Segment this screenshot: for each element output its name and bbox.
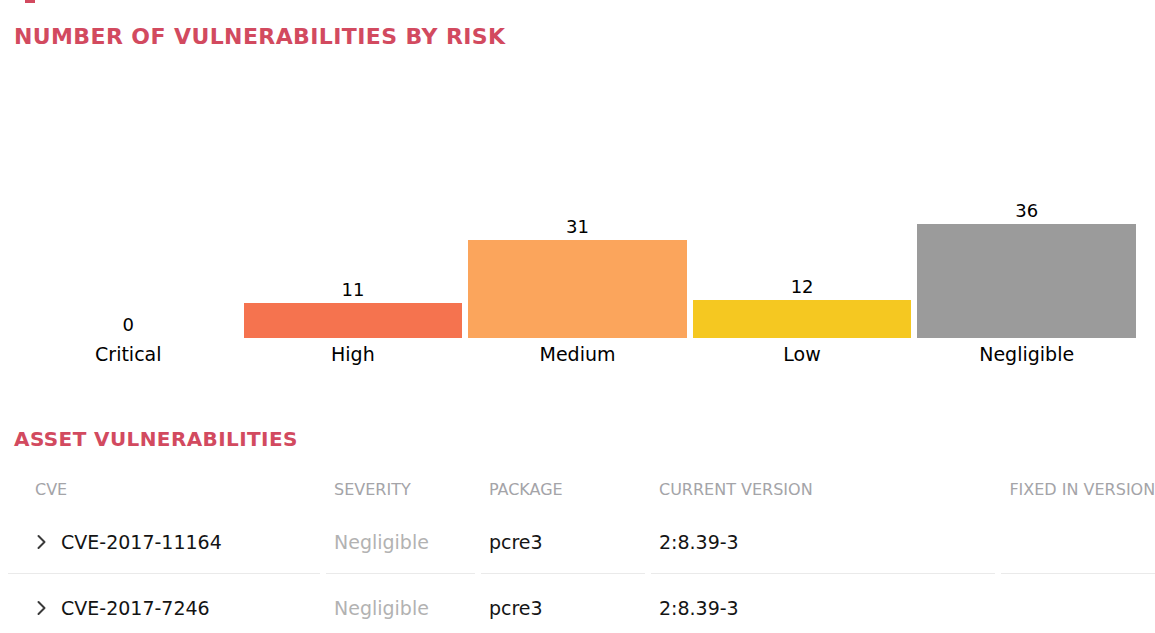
risk-bar-chart: 0 Critical 11 High 31 Medium 12 Lo <box>16 90 1139 370</box>
bar-group-low: 12 Low <box>690 90 915 370</box>
column-header-current-version: CURRENT VERSION <box>651 472 995 508</box>
bar-category-label: High <box>331 343 375 366</box>
table-row[interactable]: CVE-2017-11164 Negligible pcre3 2:8.39-3 <box>8 508 1155 574</box>
asset-vulnerabilities-table: CVE SEVERITY PACKAGE CURRENT VERSION FIX… <box>2 472 1155 633</box>
bar-low[interactable] <box>693 300 912 338</box>
fixed-in-version-value <box>1001 574 1155 633</box>
bar-high[interactable] <box>244 303 463 338</box>
chevron-right-icon[interactable] <box>36 599 47 615</box>
bar-category-label: Critical <box>95 343 161 366</box>
fixed-in-version-value <box>1001 508 1155 574</box>
chevron-right-icon[interactable] <box>36 533 47 549</box>
cve-id[interactable]: CVE-2017-7246 <box>61 597 210 619</box>
bar-value-label: 36 <box>1015 200 1038 222</box>
cve-id[interactable]: CVE-2017-11164 <box>61 531 222 553</box>
bar-group-critical: 0 Critical <box>16 90 241 370</box>
bar-category-label: Negligible <box>979 343 1074 366</box>
bar-category-label: Medium <box>539 343 615 366</box>
column-header-cve: CVE <box>8 472 320 508</box>
column-header-package: PACKAGE <box>481 472 645 508</box>
bar-value-label: 12 <box>791 276 814 298</box>
clipped-element-artifact <box>25 0 35 3</box>
bar-group-medium: 31 Medium <box>465 90 690 370</box>
table-header-row: CVE SEVERITY PACKAGE CURRENT VERSION FIX… <box>8 472 1155 508</box>
current-version-value: 2:8.39-3 <box>651 574 995 633</box>
package-value: pcre3 <box>481 508 645 574</box>
bar-category-label: Low <box>783 343 820 366</box>
package-value: pcre3 <box>481 574 645 633</box>
chart-title: NUMBER OF VULNERABILITIES BY RISK <box>14 24 506 49</box>
current-version-value: 2:8.39-3 <box>651 508 995 574</box>
vulnerability-dashboard: NUMBER OF VULNERABILITIES BY RISK 0 Crit… <box>0 0 1155 633</box>
bar-group-negligible: 36 Negligible <box>914 90 1139 370</box>
column-header-fixed-in-version: FIXED IN VERSION <box>1001 472 1155 508</box>
asset-vulnerabilities-title: ASSET VULNERABILITIES <box>14 427 298 451</box>
severity-value: Negligible <box>326 574 475 633</box>
column-header-severity: SEVERITY <box>326 472 475 508</box>
table-row[interactable]: CVE-2017-7246 Negligible pcre3 2:8.39-3 <box>8 574 1155 633</box>
bar-value-label: 31 <box>566 216 589 238</box>
severity-value: Negligible <box>326 508 475 574</box>
bar-medium[interactable] <box>468 240 687 338</box>
bar-value-label: 0 <box>123 314 134 336</box>
bar-negligible[interactable] <box>917 224 1136 338</box>
bar-value-label: 11 <box>341 279 364 301</box>
bar-group-high: 11 High <box>241 90 466 370</box>
